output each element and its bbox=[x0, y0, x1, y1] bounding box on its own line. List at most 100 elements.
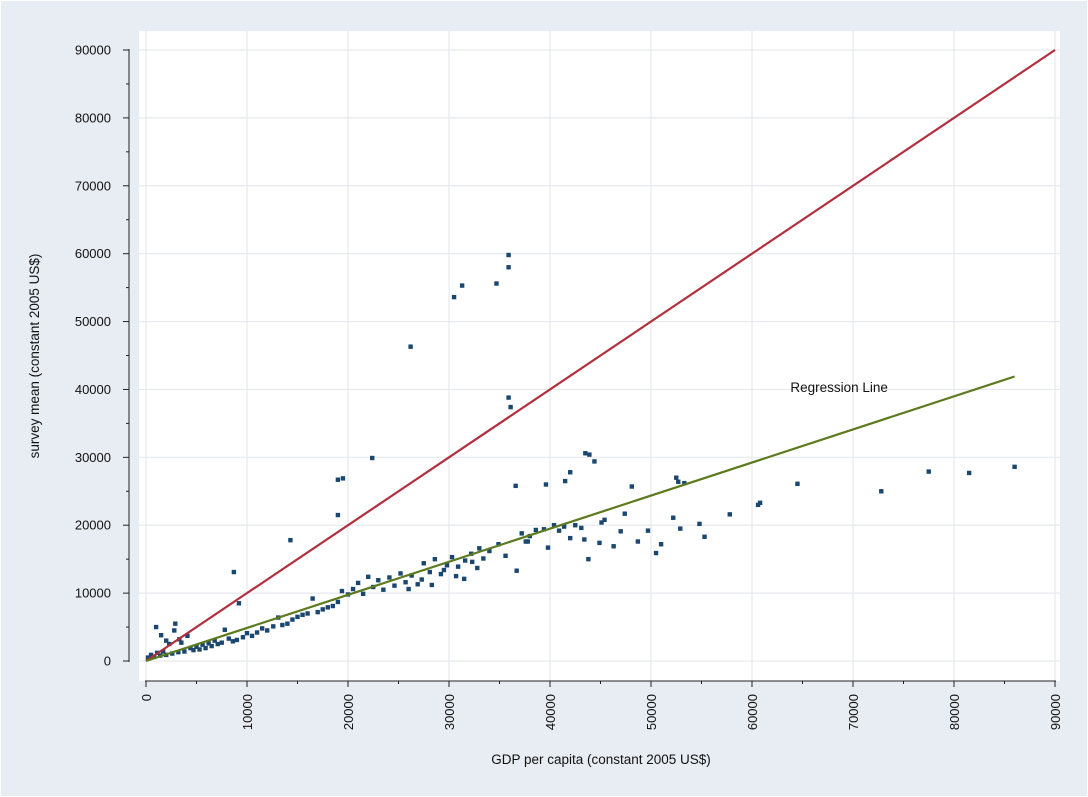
data-point bbox=[370, 455, 375, 461]
data-point bbox=[506, 265, 511, 270]
data-point bbox=[727, 512, 732, 517]
data-point bbox=[209, 643, 214, 649]
data-point bbox=[226, 636, 232, 641]
data-point bbox=[645, 528, 651, 533]
data-point bbox=[545, 545, 551, 550]
data-point bbox=[568, 535, 573, 541]
x-tick-label: 70000 bbox=[846, 694, 861, 730]
data-point bbox=[926, 469, 931, 474]
y-tick-label: 40000 bbox=[75, 382, 111, 397]
data-point bbox=[551, 523, 557, 528]
data-point bbox=[408, 344, 413, 349]
data-point bbox=[506, 252, 511, 258]
axes: 0 10000 20000 30000 40000 50000 60000 70000 8000… bbox=[75, 43, 1063, 731]
data-point bbox=[513, 483, 518, 489]
data-point bbox=[151, 654, 157, 660]
data-point bbox=[429, 582, 435, 588]
data-point bbox=[586, 556, 591, 562]
data-point bbox=[219, 640, 224, 645]
data-point bbox=[697, 521, 702, 527]
data-point bbox=[453, 573, 459, 579]
data-point bbox=[376, 578, 381, 583]
x-tick-label: 80000 bbox=[947, 694, 962, 730]
data-point bbox=[451, 294, 457, 300]
regression-line bbox=[145, 375, 1015, 663]
data-point bbox=[678, 526, 683, 531]
data-point bbox=[579, 525, 584, 531]
data-point bbox=[335, 599, 341, 605]
data-point bbox=[285, 621, 290, 626]
data-point bbox=[561, 524, 567, 529]
y-tick-label: 30000 bbox=[75, 450, 111, 465]
data-point bbox=[629, 484, 635, 489]
data-point bbox=[541, 527, 547, 532]
reference-line bbox=[145, 49, 1056, 662]
data-point bbox=[506, 395, 511, 400]
data-point bbox=[320, 607, 325, 612]
data-point bbox=[398, 571, 403, 576]
data-point bbox=[271, 624, 276, 629]
data-point bbox=[674, 475, 679, 480]
y-tick-label: 10000 bbox=[75, 586, 111, 601]
data-point bbox=[160, 649, 166, 654]
data-point bbox=[305, 611, 310, 616]
data-point bbox=[315, 609, 320, 615]
data-point bbox=[583, 451, 588, 456]
data-point bbox=[188, 645, 193, 651]
data-point bbox=[671, 515, 676, 520]
data-point bbox=[587, 452, 592, 457]
data-point bbox=[259, 626, 265, 631]
y-tick-label: 70000 bbox=[75, 178, 111, 193]
data-point bbox=[406, 586, 411, 592]
data-point bbox=[231, 569, 237, 575]
data-point bbox=[392, 583, 397, 588]
data-point bbox=[330, 603, 336, 609]
data-point bbox=[602, 517, 607, 522]
data-point bbox=[622, 511, 627, 516]
data-point bbox=[325, 605, 330, 610]
y-tick-label: 50000 bbox=[75, 314, 111, 329]
data-point bbox=[462, 558, 468, 563]
data-point bbox=[658, 542, 664, 547]
data-point bbox=[173, 621, 178, 626]
x-axis-title: GDP per capita (constant 2005 US$) bbox=[491, 752, 711, 767]
data-point bbox=[597, 540, 602, 546]
grid-lines bbox=[139, 31, 1060, 681]
data-point bbox=[167, 641, 172, 647]
data-point bbox=[676, 479, 681, 484]
data-point bbox=[381, 587, 386, 592]
data-point bbox=[461, 576, 467, 582]
data-point bbox=[265, 628, 270, 633]
data-point bbox=[145, 655, 151, 660]
data-point bbox=[335, 477, 341, 482]
data-point bbox=[415, 582, 420, 587]
data-point bbox=[441, 567, 447, 573]
data-point bbox=[240, 635, 246, 640]
data-point bbox=[503, 553, 508, 558]
data-point bbox=[249, 633, 255, 639]
data-point bbox=[212, 638, 217, 643]
data-point bbox=[682, 480, 687, 486]
data-point bbox=[409, 573, 414, 578]
data-point bbox=[254, 630, 260, 635]
data-point bbox=[244, 630, 250, 636]
data-point bbox=[300, 612, 305, 618]
x-tick-label: 30000 bbox=[442, 694, 457, 730]
data-point bbox=[653, 550, 659, 556]
data-point bbox=[164, 638, 169, 643]
data-point bbox=[194, 644, 199, 649]
data-point bbox=[421, 561, 426, 566]
data-point bbox=[879, 489, 884, 494]
data-point bbox=[618, 529, 623, 534]
data-point bbox=[573, 523, 578, 528]
data-point bbox=[427, 569, 433, 575]
data-point bbox=[470, 559, 475, 565]
data-point bbox=[533, 527, 539, 533]
data-point bbox=[350, 586, 356, 592]
data-point bbox=[295, 614, 300, 620]
x-tick-label: 60000 bbox=[745, 694, 760, 730]
data-point bbox=[230, 639, 236, 644]
data-point bbox=[459, 283, 465, 288]
data-point bbox=[438, 571, 444, 577]
